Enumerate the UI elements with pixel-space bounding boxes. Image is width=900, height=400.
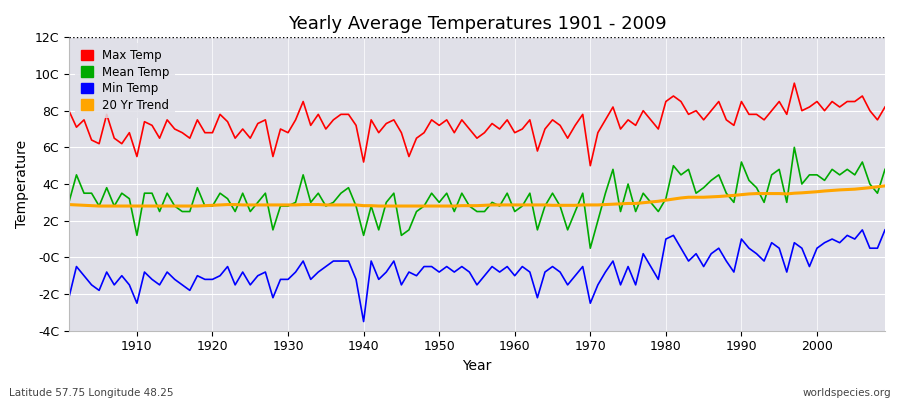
Text: worldspecies.org: worldspecies.org — [803, 388, 891, 398]
Line: Max Temp: Max Temp — [69, 83, 885, 166]
20 Yr Trend — [879, 184, 890, 188]
Text: Latitude 57.75 Longitude 48.25: Latitude 57.75 Longitude 48.25 — [9, 388, 174, 398]
Mean Temp — [789, 145, 800, 150]
20 Yr Trend — [517, 202, 527, 207]
Mean Temp — [585, 246, 596, 251]
Max Temp — [509, 130, 520, 135]
20 Yr Trend — [608, 202, 618, 206]
20 Yr Trend — [94, 204, 104, 208]
20 Yr Trend — [298, 202, 309, 207]
Line: Mean Temp: Mean Temp — [69, 147, 885, 248]
Mean Temp — [290, 200, 301, 205]
Max Temp — [336, 112, 346, 117]
Y-axis label: Temperature: Temperature — [15, 140, 29, 228]
Max Temp — [124, 130, 135, 135]
Max Temp — [879, 105, 890, 110]
20 Yr Trend — [64, 202, 75, 207]
Min Temp — [608, 259, 618, 264]
X-axis label: Year: Year — [463, 359, 491, 373]
Mean Temp — [502, 191, 513, 196]
Max Temp — [502, 118, 513, 122]
Min Temp — [857, 228, 868, 232]
Min Temp — [879, 228, 890, 232]
Min Temp — [124, 282, 135, 287]
Title: Yearly Average Temperatures 1901 - 2009: Yearly Average Temperatures 1901 - 2009 — [288, 15, 666, 33]
Mean Temp — [879, 167, 890, 172]
Legend: Max Temp, Mean Temp, Min Temp, 20 Yr Trend: Max Temp, Mean Temp, Min Temp, 20 Yr Tre… — [75, 43, 176, 118]
Min Temp — [509, 273, 520, 278]
Max Temp — [290, 118, 301, 122]
Mean Temp — [336, 191, 346, 196]
Min Temp — [64, 295, 75, 300]
Min Temp — [517, 264, 527, 269]
Max Temp — [64, 108, 75, 113]
Max Temp — [608, 105, 618, 110]
Line: Min Temp: Min Temp — [69, 230, 885, 322]
Mean Temp — [124, 196, 135, 201]
Line: 20 Yr Trend: 20 Yr Trend — [69, 186, 885, 206]
Min Temp — [358, 319, 369, 324]
Max Temp — [585, 163, 596, 168]
20 Yr Trend — [509, 202, 520, 207]
20 Yr Trend — [131, 204, 142, 208]
Min Temp — [336, 259, 346, 264]
Max Temp — [789, 81, 800, 86]
20 Yr Trend — [343, 202, 354, 207]
Mean Temp — [608, 167, 618, 172]
Mean Temp — [509, 209, 520, 214]
Mean Temp — [64, 200, 75, 205]
Min Temp — [290, 270, 301, 274]
